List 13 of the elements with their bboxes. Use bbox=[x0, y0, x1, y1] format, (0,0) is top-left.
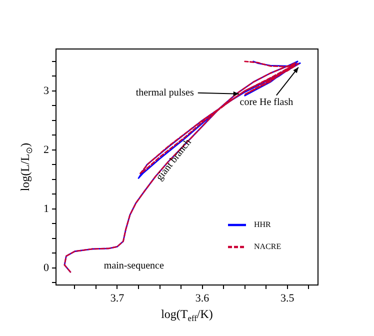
y-tick-label: 1 bbox=[44, 202, 49, 215]
annotation: core He flash bbox=[240, 96, 294, 108]
y-tick-label: 0 bbox=[44, 262, 50, 274]
annotation: thermal pulses bbox=[136, 87, 194, 98]
y-tick-label: 3 bbox=[44, 84, 50, 97]
x-tick-label: 3.7 bbox=[110, 292, 125, 304]
x-tick-label: 3.6 bbox=[195, 292, 210, 304]
legend-label: HHR bbox=[254, 220, 272, 230]
y-axis-title: log(L/L⊙) bbox=[18, 142, 34, 192]
y-tick-label: 2 bbox=[44, 144, 49, 156]
x-tick-label: 3.5 bbox=[280, 292, 295, 304]
legend-label: NACRE bbox=[254, 242, 282, 252]
annotation: main-sequence bbox=[104, 260, 164, 272]
